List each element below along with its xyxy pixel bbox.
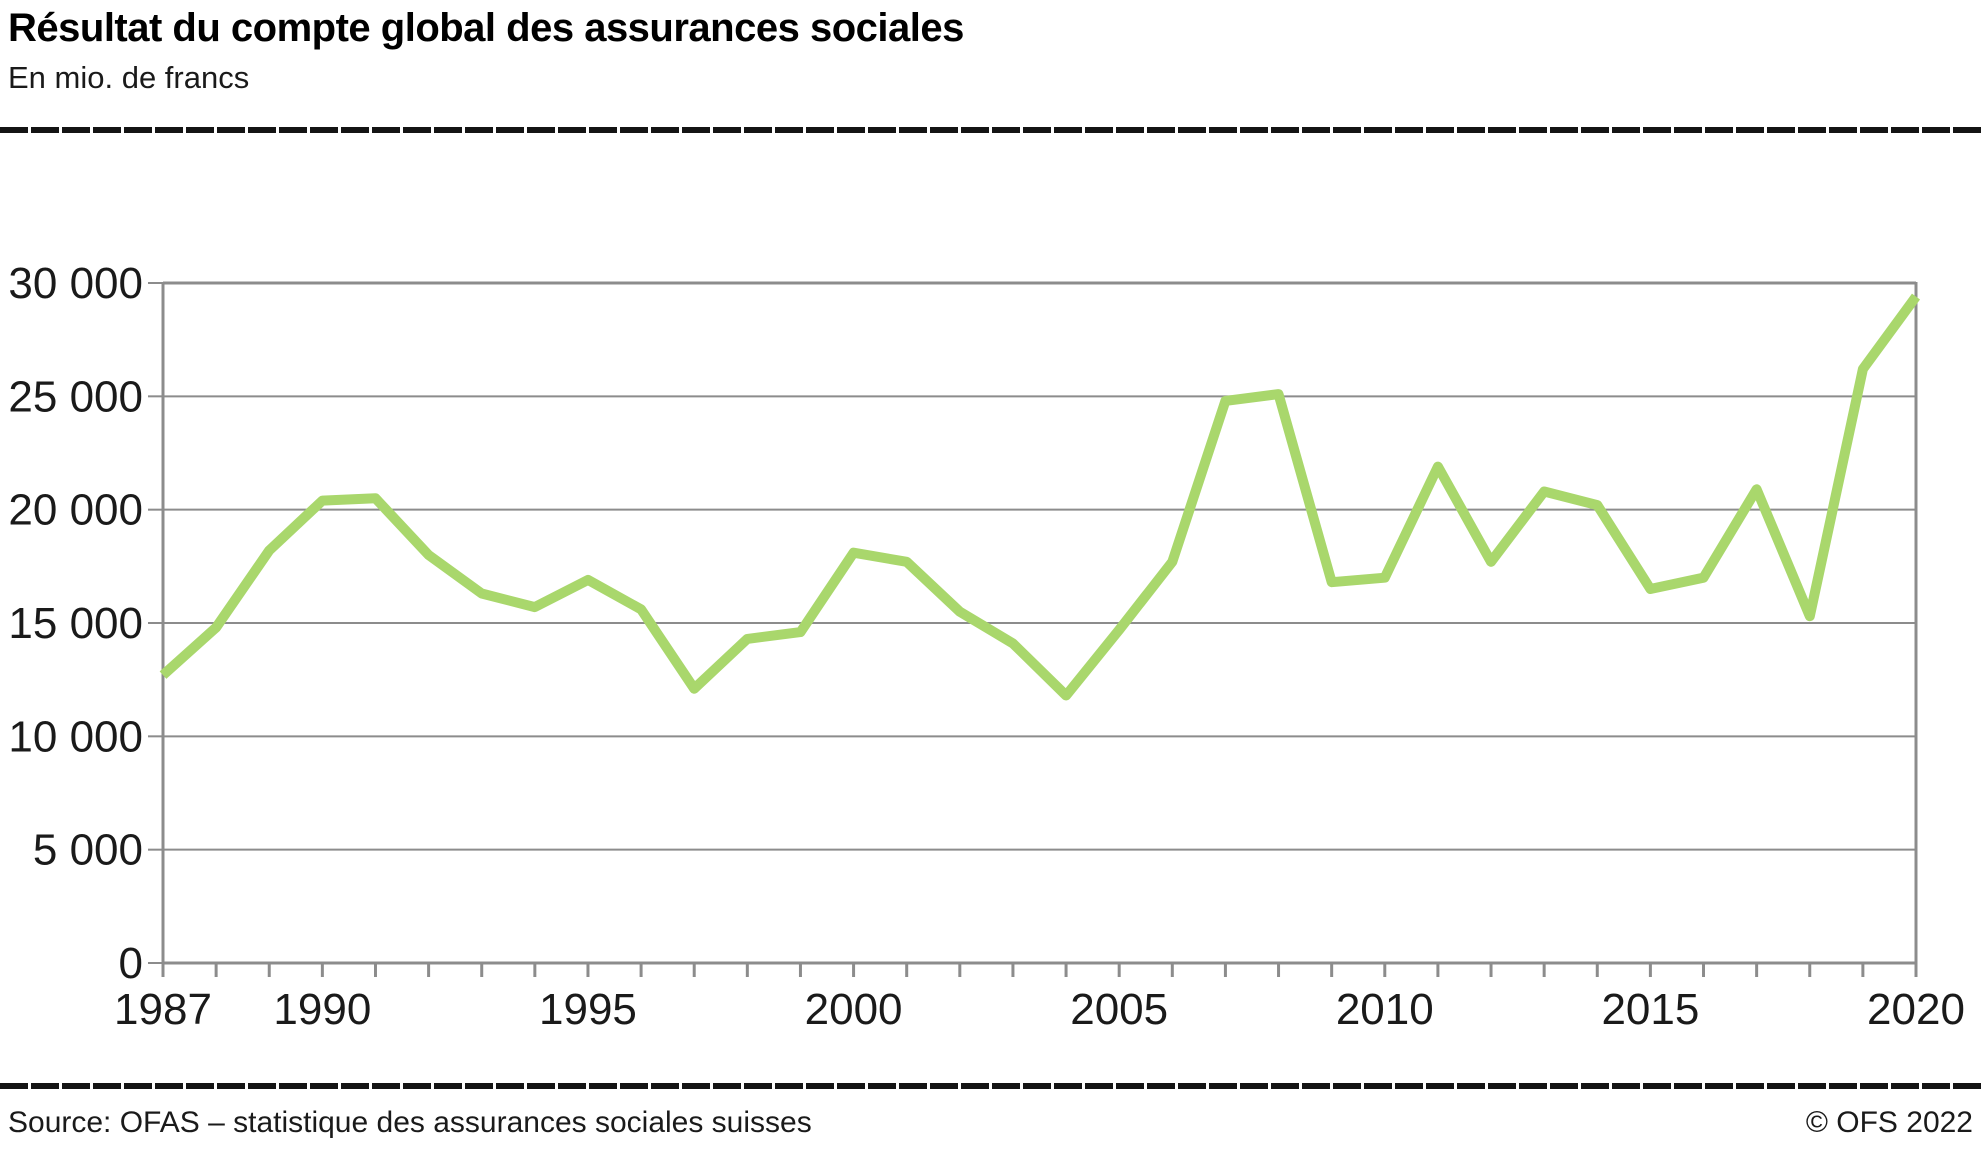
y-tick-label: 20 000 [8, 486, 143, 535]
page-title: Résultat du compte global des assurances… [8, 6, 964, 50]
x-tick-label: 1987 [114, 985, 212, 1034]
x-tick-label: 2015 [1601, 985, 1699, 1034]
source-text: Source: OFAS – statistique des assurance… [8, 1106, 812, 1139]
x-tick-label: 1995 [539, 985, 637, 1034]
header-divider [0, 127, 1983, 133]
y-tick-label: 5 000 [33, 826, 143, 875]
result-series-line [159, 293, 1921, 701]
y-tick-label: 10 000 [8, 712, 143, 761]
y-tick-label: 0 [119, 939, 143, 988]
copyright-text: © OFS 2022 [1805, 1106, 1973, 1139]
y-tick-label: 30 000 [8, 259, 143, 308]
y-tick-label: 25 000 [8, 372, 143, 421]
x-tick-label: 2005 [1070, 985, 1168, 1034]
x-tick-label: 2020 [1867, 985, 1965, 1034]
x-tick-label: 2000 [805, 985, 903, 1034]
x-tick-label: 1990 [273, 985, 371, 1034]
y-tick-label: 15 000 [8, 599, 143, 648]
page-subtitle: En mio. de francs [8, 60, 250, 95]
footer-divider [0, 1083, 1983, 1089]
x-tick-label: 2010 [1336, 985, 1434, 1034]
